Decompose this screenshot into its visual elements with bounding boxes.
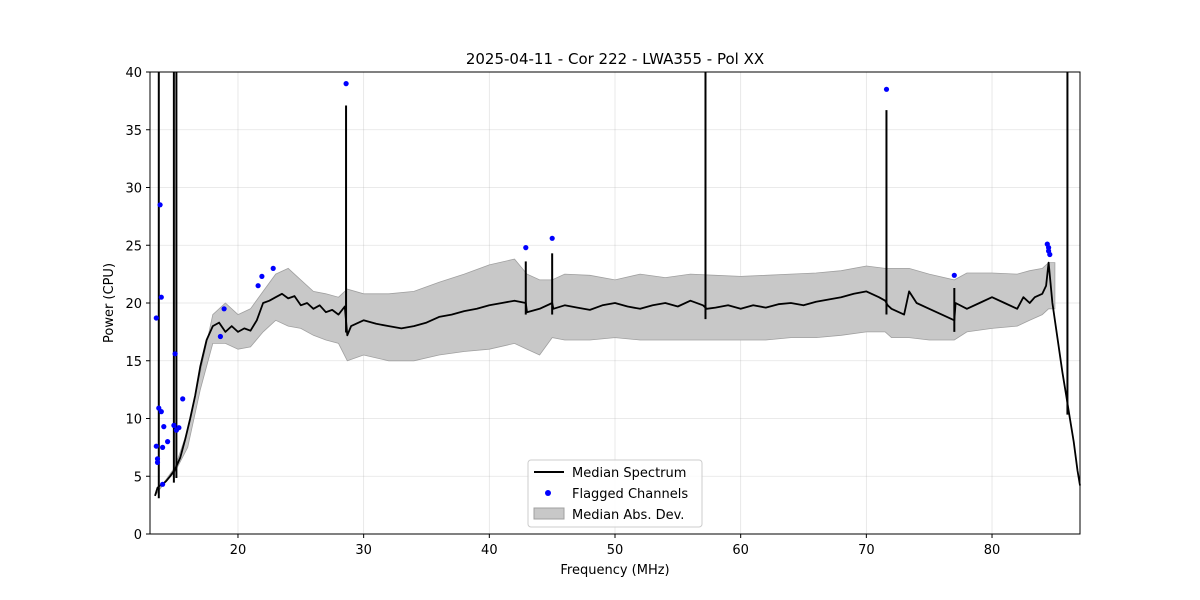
chart-title: 2025-04-11 - Cor 222 - LWA355 - Pol XX [466,50,764,68]
legend-mad-swatch [533,507,565,520]
y-tick-label: 25 [125,239,142,254]
flagged-channel-point [165,439,171,445]
flagged-channel-point [158,409,164,415]
y-tick-label: 10 [125,413,142,428]
flagged-points-layer [153,81,1053,487]
y-tick-label: 30 [125,182,142,197]
y-tick-label: 20 [125,297,142,312]
x-tick-label: 80 [984,543,1001,558]
flagged-channel-point [157,202,163,208]
legend-box [527,459,703,528]
flagged-channel-point [343,81,349,87]
legend-median-label: Median Spectrum [572,466,686,481]
flagged-channel-point [221,306,227,312]
flagged-channel-point [180,396,186,402]
flagged-channel-point [270,265,276,271]
x-tick-label: 70 [858,543,875,558]
flagged-channel-point [160,444,166,450]
x-tick-label: 30 [355,543,372,558]
y-tick-label: 40 [125,66,142,81]
mad-band-layer [154,258,1056,497]
x-tick-label: 40 [481,543,498,558]
flagged-channel-point [523,245,529,251]
flagged-channel-point [171,422,177,428]
y-tick-label: 15 [125,355,142,370]
mad-band [154,258,1056,497]
flagged-channel-point [172,351,178,357]
legend-flagged-swatch [545,490,551,496]
flagged-channel-point [161,424,167,430]
x-tick-label: 50 [607,543,624,558]
flagged-channel-point [153,315,159,321]
legend: Median Spectrum Flagged Channels Median … [527,459,703,528]
y-tick-label: 0 [134,528,142,543]
y-tick-label: 35 [125,124,142,139]
flagged-channel-point [255,283,261,289]
y-axis-label: Power (CPU) [102,263,117,343]
flagged-channel-point [259,273,265,279]
legend-flagged-label: Flagged Channels [572,487,688,502]
y-axis-ticks: 0 5 10 15 20 25 30 35 40 [125,66,150,543]
x-tick-label: 60 [732,543,749,558]
flagged-channel-point [160,481,166,487]
median-spectrum-line [154,261,1081,497]
flagged-channel-point [153,443,159,449]
legend-mad-label: Median Abs. Dev. [572,508,684,523]
y-tick-label: 5 [134,470,142,485]
flagged-channel-point [176,425,182,431]
flagged-channel-point [951,272,957,278]
flagged-channel-point [549,235,555,241]
flagged-channel-point [158,294,164,300]
x-tick-label: 20 [230,543,247,558]
median-line-layer [154,72,1081,499]
x-axis-ticks: 20 30 40 50 60 70 80 [230,534,1001,558]
flagged-channel-point [217,333,223,340]
flagged-channel-point [1047,251,1053,258]
flagged-channel-point [154,459,161,465]
x-axis-label: Frequency (MHz) [560,563,669,578]
flagged-channel-point [883,86,890,92]
